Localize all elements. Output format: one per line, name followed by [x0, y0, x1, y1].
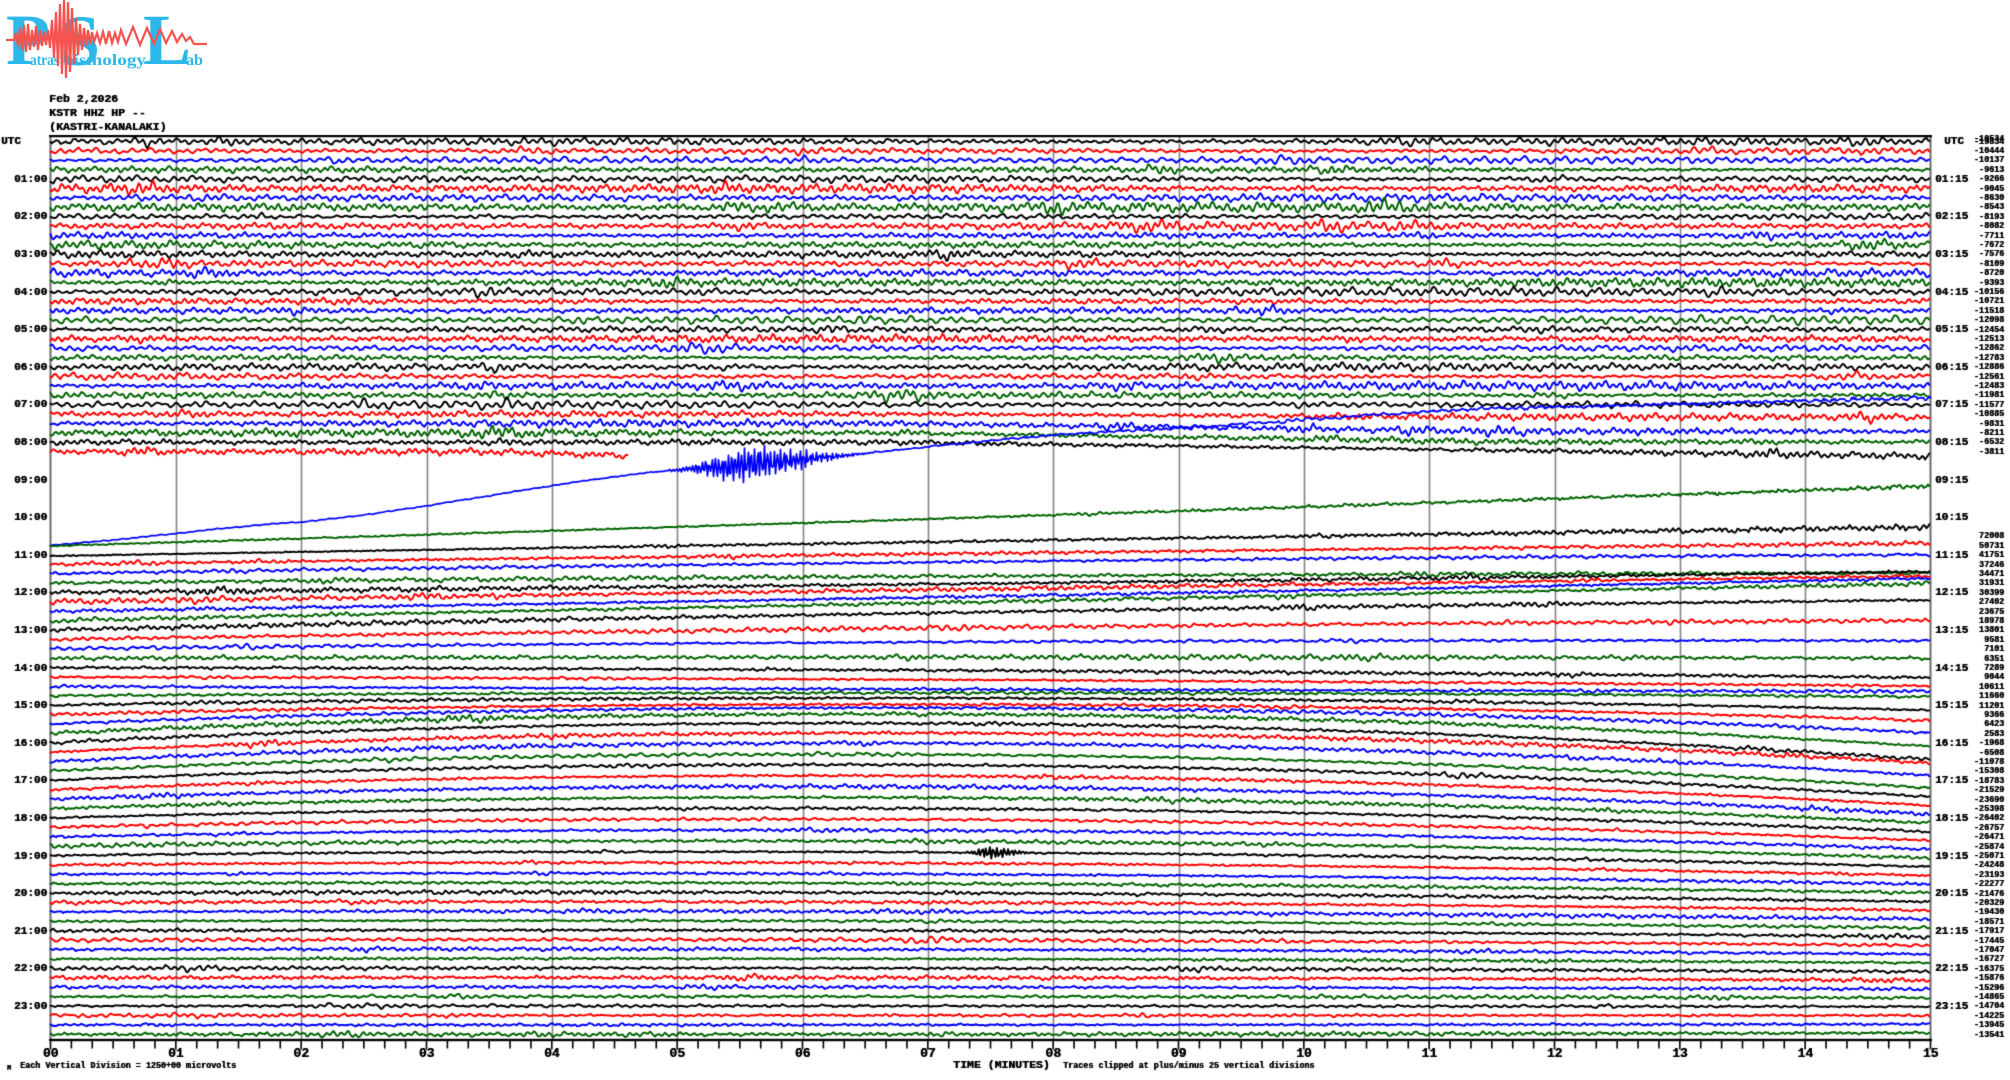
svg-text:ab: ab — [186, 52, 203, 69]
svg-text:atras: atras — [30, 52, 59, 69]
svg-text:eismology: eismology — [65, 52, 146, 69]
